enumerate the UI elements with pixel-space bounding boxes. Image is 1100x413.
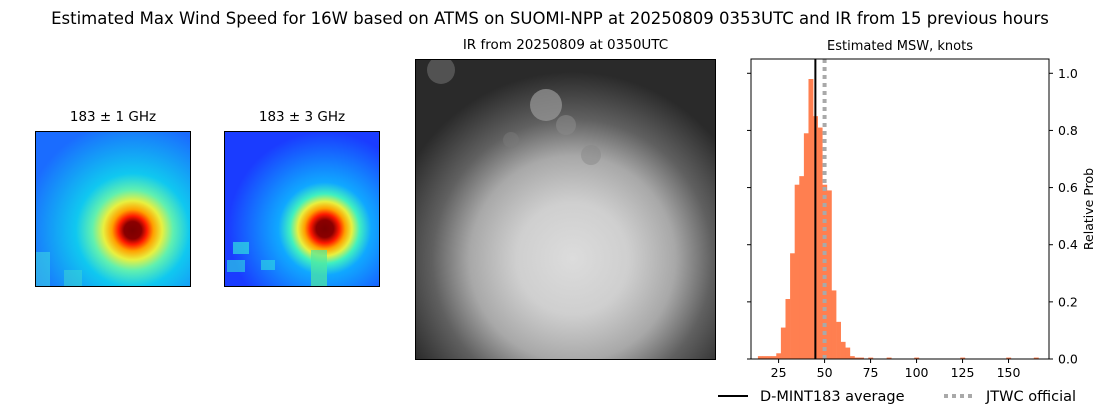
histogram-bar — [771, 356, 777, 359]
ir-image — [415, 59, 716, 360]
y-tick-label: 0.8 — [1058, 123, 1078, 138]
x-tick-label: 125 — [951, 365, 975, 380]
histogram-bar — [822, 184, 828, 359]
histogram-bar — [785, 299, 791, 359]
mw1-panel-title: 183 ± 1 GHz — [69, 109, 157, 125]
histogram-bar — [1006, 357, 1012, 359]
x-tick-label: 100 — [905, 365, 929, 380]
histogram-bar — [767, 356, 772, 359]
histogram-bar — [799, 176, 805, 359]
histogram-bar — [854, 357, 860, 359]
histogram-bar — [914, 357, 920, 359]
histogram-bar — [886, 357, 892, 359]
y-tick-label: 1.0 — [1058, 66, 1078, 81]
ir-panel-title: IR from 20250809 at 0350UTC — [462, 37, 669, 53]
histogram-bar — [780, 327, 786, 359]
histogram-bar — [845, 347, 851, 359]
histogram-bar — [859, 357, 864, 359]
x-axis: 25 50 75 100 125 150 — [771, 359, 1021, 380]
histogram-bar — [831, 290, 837, 359]
histogram-bar — [757, 356, 763, 359]
figure-title: Estimated Max Wind Speed for 16W based o… — [51, 9, 1049, 28]
histogram-bar — [960, 357, 966, 359]
x-tick-label: 50 — [817, 365, 833, 380]
y-axis-label: Relative Prob — [1081, 168, 1096, 250]
histogram-bar — [776, 353, 782, 359]
histogram-bars — [757, 79, 1039, 360]
histogram-bar — [849, 356, 855, 359]
histogram-bar — [817, 127, 823, 359]
chart-title: Estimated MSW, knots — [827, 39, 973, 54]
legend-official-label: JTWC official — [985, 389, 1076, 405]
mw1-image — [35, 131, 191, 287]
histogram-bar — [803, 133, 809, 359]
histogram-bar — [868, 357, 874, 359]
x-tick-label: 25 — [771, 365, 787, 380]
histogram-bar — [762, 356, 768, 359]
histogram-bar — [1033, 357, 1039, 359]
histogram-bar — [826, 190, 832, 359]
y-tick-label: 0.0 — [1058, 352, 1078, 367]
histogram-bar — [808, 79, 814, 359]
x-tick-label: 75 — [863, 365, 879, 380]
legend: D-MINT183 average JTWC official — [716, 385, 1096, 407]
legend-average-label: D-MINT183 average — [760, 389, 905, 405]
y-tick-label: 0.6 — [1058, 180, 1078, 195]
histogram-bar — [836, 321, 841, 359]
plot-frame — [750, 58, 1050, 360]
y-axis: 0.0 0.2 0.4 0.6 0.8 1.0 — [747, 66, 1078, 367]
y-tick-label: 0.2 — [1058, 294, 1078, 309]
histogram-bar — [794, 184, 800, 359]
mw2-image — [224, 131, 380, 287]
y-tick-label: 0.4 — [1058, 237, 1078, 252]
histogram-bar — [840, 341, 846, 359]
histogram-bar — [790, 253, 795, 359]
mw2-panel-title: 183 ± 3 GHz — [258, 109, 346, 125]
x-tick-label: 150 — [997, 365, 1021, 380]
